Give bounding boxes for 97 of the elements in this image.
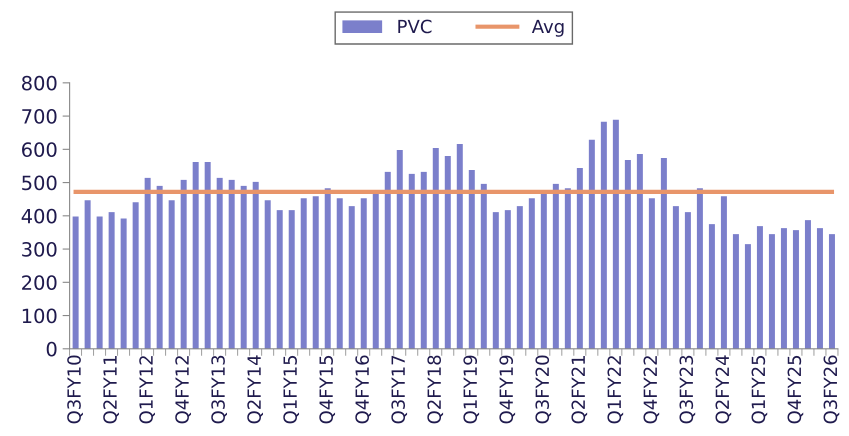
bar (768, 234, 775, 349)
x-tick-label: Q1FY22 (607, 356, 624, 424)
y-tick-label: 200 (22, 275, 57, 290)
bar (804, 220, 811, 349)
bar (72, 216, 79, 349)
bar (300, 198, 307, 349)
bar (696, 188, 703, 349)
bar (144, 178, 151, 349)
bar (276, 210, 283, 349)
x-tick-label: Q4FY19 (499, 356, 516, 424)
y-tick-label: 100 (22, 308, 57, 324)
bar (708, 224, 715, 349)
bar (192, 162, 199, 349)
legend-label: PVC (398, 20, 432, 34)
bar (312, 196, 319, 349)
bar (420, 172, 427, 349)
x-tick-label: Q3FY26 (824, 355, 840, 424)
bar (264, 200, 271, 349)
bar (564, 188, 571, 349)
x-tick-label: Q1FY25 (752, 356, 768, 424)
bar (792, 230, 799, 349)
bar (684, 212, 691, 349)
bar (180, 180, 187, 349)
bar (468, 170, 475, 349)
x-tick-label: Q2FY21 (571, 356, 588, 424)
x-tick-label: Q3FY23 (679, 356, 696, 424)
bar (732, 234, 739, 349)
bar (504, 210, 511, 349)
y-tick-label: 500 (22, 176, 57, 190)
bar (444, 156, 451, 349)
bar (528, 198, 535, 349)
bar (636, 154, 643, 349)
x-tick-label: Q4FY12 (175, 356, 191, 424)
y-tick-label: 300 (22, 242, 57, 257)
x-tick-label: Q2FY24 (715, 355, 732, 424)
bar (816, 228, 823, 349)
bar (204, 162, 211, 349)
bar (780, 228, 787, 349)
bar (660, 158, 667, 349)
x-tick-label: Q3FY17 (391, 356, 408, 424)
bar (96, 216, 103, 349)
bar (360, 198, 367, 349)
x-tick-label: Q1FY12 (139, 356, 155, 424)
y-tick-label: 400 (22, 208, 57, 224)
x-tick-label: Q1FY15 (283, 356, 300, 424)
x-tick-label: Q3FY13 (211, 356, 227, 424)
bar (600, 122, 607, 349)
bar (84, 200, 91, 349)
bar (168, 200, 175, 349)
x-tick-label: Q2FY11 (103, 356, 119, 424)
bar (744, 244, 751, 349)
bar (540, 192, 547, 349)
bar (588, 140, 595, 349)
bar (288, 210, 295, 349)
y-tick-label: 700 (22, 109, 57, 124)
bar (516, 206, 523, 349)
bar (480, 184, 487, 349)
bar (492, 212, 499, 349)
bar (720, 196, 727, 349)
x-tick-label: Q3FY20 (535, 356, 552, 424)
x-tick-label: Q1FY19 (463, 356, 480, 424)
y-tick-label: 0 (46, 342, 57, 356)
bar (612, 120, 619, 349)
bar (408, 174, 415, 349)
bar (396, 150, 403, 349)
bar (552, 184, 559, 349)
bar (456, 144, 463, 349)
bar (336, 198, 343, 349)
bar (132, 202, 139, 349)
bar (432, 148, 439, 349)
bar (156, 186, 163, 349)
x-tick-label: Q4FY16 (355, 355, 372, 424)
bar (672, 206, 679, 349)
x-tick-label: Q4FY22 (643, 356, 660, 424)
bar (624, 160, 631, 349)
bar (228, 180, 235, 349)
x-tick-label: Q2FY18 (427, 356, 444, 424)
bar (372, 192, 379, 349)
bar (576, 168, 583, 349)
bar (648, 198, 655, 349)
bar (120, 218, 127, 349)
x-tick-label: Q4FY25 (788, 356, 804, 424)
bar (216, 178, 223, 349)
bar (108, 212, 115, 349)
x-tick-label: Q3FY10 (67, 356, 83, 424)
x-tick-label: Q2FY14 (247, 355, 264, 424)
bar (348, 206, 355, 349)
legend-label: Avg (532, 20, 564, 37)
y-tick-label: 600 (22, 142, 57, 157)
x-tick-label: Q4FY15 (319, 356, 336, 424)
bar (324, 188, 331, 349)
bar (384, 172, 391, 349)
bar (240, 186, 247, 349)
bar (756, 226, 763, 349)
bar (252, 182, 259, 349)
y-tick-label: 800 (22, 76, 57, 91)
bar (828, 234, 835, 349)
